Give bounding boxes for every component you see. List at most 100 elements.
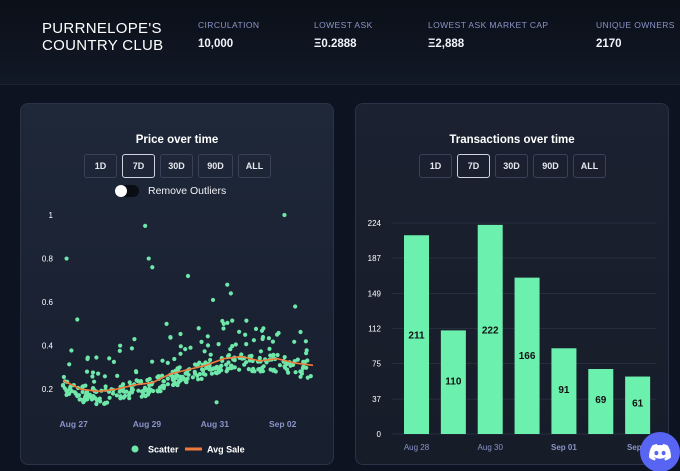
scatter-point — [298, 374, 303, 379]
scatter-point — [94, 401, 99, 407]
y-tick-label: 0.8 — [42, 255, 54, 264]
x-tick-label: Aug 27 — [60, 419, 89, 429]
scatter-point — [267, 346, 272, 351]
remove-outliers-toggle[interactable] — [115, 185, 139, 197]
scatter-point — [80, 389, 85, 395]
scatter-point — [139, 389, 144, 394]
scatter-point — [171, 374, 176, 379]
x-tick-label: Aug 31 — [201, 419, 230, 429]
price-range-90d[interactable]: 90D — [198, 154, 233, 178]
collection-header: PURRNELOPE'S COUNTRY CLUB CIRCULATION 10… — [0, 0, 680, 85]
stat-value: 2170 — [596, 38, 622, 50]
scatter-point — [61, 374, 66, 380]
price-range-1d[interactable]: 1D — [84, 154, 117, 178]
bar-data-label: 110 — [445, 376, 462, 387]
bar-data-label: 91 — [558, 385, 570, 396]
y-tick-label: 224 — [368, 219, 382, 228]
scatter-point — [247, 354, 252, 359]
tx-range-30d[interactable]: 30D — [495, 154, 528, 178]
collection-title: PURRNELOPE'S COUNTRY CLUB — [42, 20, 172, 54]
scatter-point — [197, 360, 202, 365]
scatter-point — [183, 347, 188, 352]
transactions-bar-chart: 0 37 75 112 149 187 224 211 Aug 28 110 222 Aug 30 16… — [368, 219, 656, 452]
scatter-point — [305, 358, 310, 363]
scatter-point — [301, 364, 306, 369]
y-tick-label: 112 — [368, 325, 381, 334]
price-range-30d[interactable]: 30D — [160, 154, 193, 178]
scatter-point-outlier — [260, 334, 266, 340]
scatter-point — [226, 353, 232, 358]
y-tick-label: 0.2 — [42, 385, 54, 394]
bar-data-label: 166 — [519, 351, 536, 362]
scatter-point — [165, 376, 170, 381]
scatter-point — [199, 339, 204, 344]
scatter-point — [208, 352, 213, 357]
scatter-point — [259, 328, 265, 333]
x-tick-label: Sep 01 — [551, 443, 577, 452]
scatter-point — [171, 382, 176, 387]
discord-chat-button[interactable] — [640, 432, 680, 471]
scatter-point — [75, 393, 80, 399]
scatter-point — [181, 376, 186, 381]
stat-unique-owners: UNIQUE OWNERS 2170 — [596, 20, 675, 50]
scatter-point — [170, 377, 175, 382]
price-range-all[interactable]: ALL — [238, 154, 271, 178]
scatter-point — [178, 351, 183, 356]
scatter-point — [196, 377, 201, 382]
bar — [551, 348, 577, 434]
scatter-point-outlier — [210, 297, 216, 303]
scatter-point — [305, 375, 310, 380]
scatter-point — [111, 359, 116, 364]
scatter-point — [147, 376, 152, 382]
stat-label: LOWEST ASK MARKET CAP — [428, 20, 549, 30]
scatter-point — [192, 369, 197, 374]
scatter-point — [138, 379, 143, 384]
stat-value: Ξ2,888 — [428, 38, 465, 50]
y-tick-label: 75 — [372, 359, 381, 368]
scatter-point — [271, 368, 276, 373]
scatter-point — [277, 363, 282, 368]
scatter-point — [304, 348, 309, 353]
scatter-point — [251, 366, 256, 371]
y-tick-label: 187 — [368, 254, 382, 263]
bar — [477, 224, 503, 434]
scatter-point — [237, 329, 242, 334]
tx-range-1d[interactable]: 1D — [419, 154, 452, 178]
scatter-point — [177, 378, 182, 383]
scatter-point-outlier — [150, 265, 155, 270]
scatter-point-outlier — [243, 332, 248, 337]
scatter-point-outlier — [118, 343, 123, 348]
scatter-point — [283, 365, 288, 370]
scatter-point — [242, 362, 247, 367]
scatter-point — [151, 388, 156, 394]
scatter-point — [275, 352, 280, 358]
scatter-point — [165, 360, 170, 365]
scatter-point — [292, 339, 297, 344]
scatter-point — [84, 369, 90, 374]
scatter-point-outlier — [164, 321, 169, 326]
scatter-point-outlier — [282, 212, 287, 218]
scatter-point — [96, 371, 101, 376]
scatter-point-outlier — [185, 273, 191, 279]
scatter-point — [298, 369, 303, 374]
title-line-1: PURRNELOPE'S — [42, 20, 162, 37]
scatter-point — [64, 392, 69, 397]
price-chart-title: Price over time — [135, 134, 219, 146]
price-range-7d[interactable]: 7D — [122, 154, 155, 178]
tx-range-all[interactable]: ALL — [573, 154, 606, 178]
scatter-point — [224, 362, 229, 367]
legend-scatter-swatch — [131, 445, 139, 453]
scatter-point — [219, 368, 224, 373]
scatter-point-outlier — [132, 337, 137, 342]
scatter-point — [85, 397, 90, 402]
scatter-point-outlier — [214, 400, 219, 405]
tx-range-90d[interactable]: 90D — [533, 154, 568, 178]
y-tick-label: 149 — [368, 290, 382, 299]
y-tick-label: 0.6 — [42, 298, 54, 307]
bar — [625, 376, 651, 434]
remove-outliers-label: Remove Outliers — [148, 185, 227, 197]
tx-range-7d[interactable]: 7D — [457, 154, 490, 178]
scatter-point — [122, 389, 128, 394]
stat-value: Ξ0.2888 — [314, 38, 357, 50]
scatter-point — [90, 374, 95, 379]
